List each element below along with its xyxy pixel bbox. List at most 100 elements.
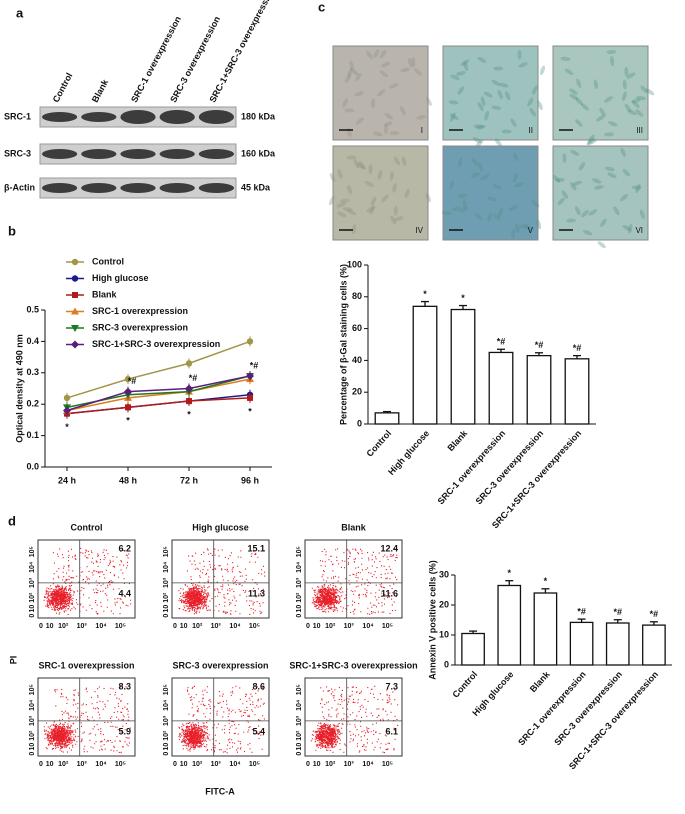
y-tick-label: 10⁴ [29, 561, 36, 573]
error-bar [505, 580, 514, 586]
cell [566, 218, 577, 223]
cell [631, 100, 640, 108]
cell [529, 108, 537, 117]
cell [393, 156, 401, 166]
annotation: *# [128, 376, 137, 386]
y-axis-label: Optical density at 490 nm [14, 334, 24, 443]
cell [593, 79, 599, 90]
x-tick-label: 72 h [180, 475, 198, 485]
cell [523, 225, 534, 230]
cell [450, 113, 459, 121]
cell [607, 172, 617, 179]
cell [480, 96, 486, 107]
y-tick-label: 0 [163, 752, 170, 756]
y-tick-label: 10² [163, 592, 170, 603]
cell [390, 215, 397, 225]
cell [370, 196, 377, 206]
cell [399, 106, 406, 116]
x-tick-label: 10³ [211, 623, 222, 630]
micrograph-label: II [529, 126, 533, 135]
x-tick-label: 10³ [77, 623, 88, 630]
cell [606, 50, 617, 55]
size-label: 160 kDa [241, 148, 276, 158]
cell [599, 107, 606, 117]
cell [575, 97, 584, 106]
x-tick-label: 10 [46, 623, 54, 630]
annotation: *# [613, 607, 622, 617]
blot-band [120, 183, 156, 193]
x-tick-label: 10 [46, 761, 54, 768]
cell [339, 198, 350, 203]
y-tick-label: 0.5 [26, 304, 39, 314]
bar [533, 592, 558, 666]
series-line [66, 378, 251, 412]
row-label: β-Actin [4, 182, 35, 192]
y-tick-label: 10 [163, 605, 170, 613]
panel-label: b [8, 223, 16, 238]
cell [621, 91, 627, 102]
cell [457, 86, 465, 95]
cell [389, 83, 399, 89]
micrograph [552, 145, 649, 241]
blot-band [81, 183, 117, 193]
cell [329, 196, 335, 206]
cell [379, 49, 387, 59]
quadrant-value: 7.3 [385, 681, 398, 691]
y-tick-label: 10³ [163, 715, 170, 726]
y-tick-label: 0.2 [26, 399, 39, 409]
cell [508, 205, 518, 211]
cell [401, 156, 407, 167]
cell [562, 153, 567, 164]
cell [381, 61, 391, 68]
bar [642, 624, 666, 666]
cell [501, 129, 512, 134]
cell [336, 202, 347, 208]
y-tick-label: 10⁴ [163, 561, 170, 573]
y-tick-label: 0.3 [26, 367, 39, 377]
y-tick-label: 10² [163, 730, 170, 741]
cell [631, 185, 642, 190]
panel-label: d [8, 513, 16, 528]
cell [587, 134, 595, 143]
y-tick-label: 10⁵ [163, 546, 170, 557]
annotation: *# [577, 606, 586, 616]
y-tick-label: 10 [163, 743, 170, 751]
cell [459, 206, 469, 213]
y-tick-label: 10 [29, 743, 36, 751]
cell [532, 85, 538, 95]
x-tick-label: 0 [173, 761, 177, 768]
cell [475, 139, 484, 148]
x-tick-label: 10⁵ [115, 761, 126, 768]
cell [569, 94, 579, 101]
point [246, 371, 254, 380]
x-tick-label: 10⁴ [362, 761, 374, 768]
x-tick-label: 10⁴ [362, 623, 374, 630]
cell [627, 223, 633, 234]
point [63, 406, 71, 415]
annotation: *# [535, 340, 544, 350]
cell [604, 96, 613, 103]
y-tick-label: 10⁵ [29, 546, 36, 557]
y-tick-label: 30 [439, 569, 449, 579]
bar [605, 622, 630, 666]
x-tick-label: SRC-3 overexpression [474, 428, 546, 506]
cell [539, 65, 546, 76]
series-line [66, 340, 251, 399]
cell [576, 78, 582, 89]
cell [620, 147, 626, 158]
cell [407, 57, 413, 68]
cell [504, 90, 511, 101]
y-axis-label: Annexin V positive cells (%) [427, 560, 437, 680]
y-tick-label: 0 [444, 659, 449, 669]
cell [358, 161, 366, 170]
error-bar [459, 304, 467, 310]
cell [441, 210, 452, 215]
cell [451, 206, 462, 212]
cell [513, 152, 519, 162]
x-tick-label: 10⁵ [382, 761, 393, 768]
y-tick-label: 60 [352, 323, 362, 333]
flow-title: SRC-3 overexpression [172, 660, 268, 670]
cell [463, 61, 469, 72]
cell [588, 209, 598, 216]
y-tick-label: 10⁵ [163, 684, 170, 695]
